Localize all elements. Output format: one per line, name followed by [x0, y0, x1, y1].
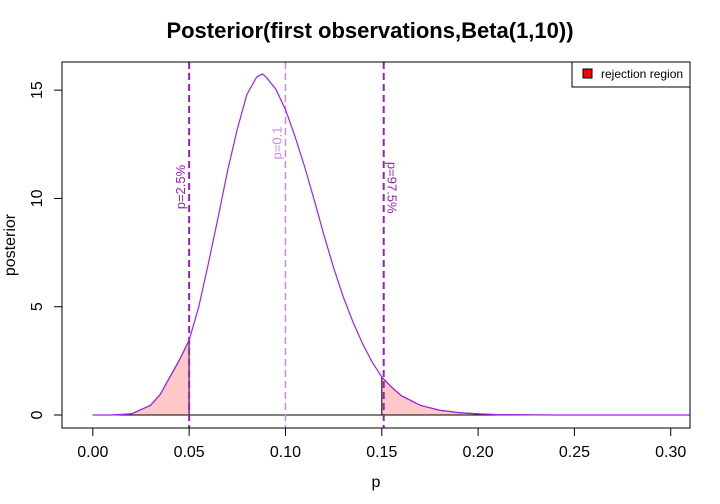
x-tick-label: 0.15 [366, 444, 397, 461]
x-axis: 0.00 0.05 0.10 0.15 0.20 0.25 0.30 [77, 427, 686, 461]
rejection-region-lower [92, 340, 190, 416]
posterior-curve [92, 73, 479, 416]
x-tick-label: 0.25 [559, 444, 590, 461]
plot-frame [61, 61, 691, 429]
legend-label: rejection region [601, 67, 683, 81]
x-tick-label: 0.20 [463, 444, 494, 461]
posterior-curve-tail [478, 413, 690, 416]
x-tick-label: 0.10 [270, 444, 301, 461]
y-tick-label: 15 [29, 81, 46, 99]
x-axis-label: p [372, 474, 381, 491]
vline-label: p=97.5% [385, 162, 400, 214]
y-tick-label: 0 [29, 410, 46, 419]
y-axis: 0 5 10 15 [29, 81, 63, 419]
plot-area: p=2.5% p=0.1 p=97.5% [92, 62, 690, 428]
y-axis-label: posterior [2, 213, 19, 276]
legend: rejection region [571, 61, 691, 88]
legend-swatch [582, 68, 593, 79]
x-tick-label: 0.05 [174, 444, 205, 461]
chart-title: Posterior(first observations,Beta(1,10)) [166, 18, 573, 43]
vline-label: p=0.1 [269, 127, 284, 160]
x-tick-label: 0.00 [77, 444, 108, 461]
rejection-region-upper [381, 375, 690, 416]
y-tick-label: 5 [29, 302, 46, 311]
vline-label: p=2.5% [173, 164, 188, 209]
x-tick-label: 0.30 [655, 444, 686, 461]
y-tick-label: 10 [29, 189, 46, 207]
